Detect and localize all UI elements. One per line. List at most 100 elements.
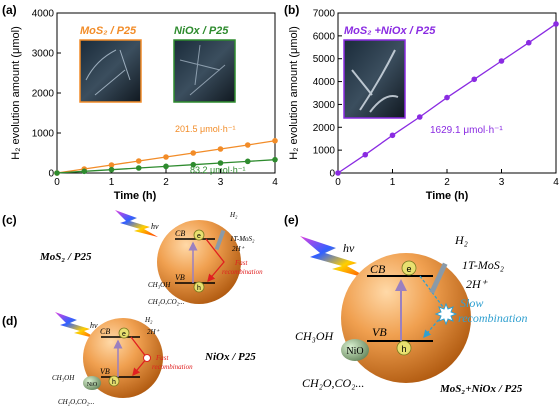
- ylabel-b: H₂ evolution amount (μmol): [288, 26, 300, 160]
- recomb-d: recombination: [152, 363, 193, 371]
- plot-b-y-tick-label: 4000: [313, 77, 336, 88]
- plot-a-data-point: [54, 170, 60, 176]
- panel-c-label: (c): [2, 213, 17, 227]
- plot-b-y-tick-label: 2000: [313, 123, 336, 134]
- vb-e: VB: [372, 325, 387, 339]
- mos2-c: 1T-MoS₂: [230, 235, 255, 243]
- plot-a-y-tick-label: 2000: [32, 89, 55, 100]
- nio-e: NiO: [346, 346, 363, 357]
- ch3oh-c: CH₃OH: [148, 281, 171, 289]
- cb-d: CB: [100, 327, 110, 336]
- plot-a-data-point: [81, 168, 88, 175]
- h-e: h: [401, 344, 406, 354]
- plot-a-data-point: [163, 163, 169, 170]
- plot-a-x-tick-label: 0: [54, 177, 60, 188]
- rate-niox: 83.2 μmol·h⁻¹: [190, 165, 245, 175]
- recomb-c: recombination: [222, 268, 263, 276]
- hole-icon-c: [193, 281, 205, 293]
- plot-b-x-tick-label: 0: [335, 177, 341, 188]
- plot-a-data-point: [217, 160, 224, 166]
- plot-a-data-point: [190, 150, 197, 156]
- plot-a: 0 1 2 3 4 0 1000 2000 3000 4000: [32, 9, 278, 189]
- combined-photo: [343, 39, 406, 119]
- e-e: e: [406, 264, 411, 274]
- title-c: MoS₂ / P25: [39, 251, 92, 263]
- electron-icon-d: [118, 327, 130, 339]
- h-d: h: [112, 379, 116, 386]
- hole-icon-d: [108, 375, 120, 387]
- panel-d: (d) hν CB VB e h H₂ 2H⁺ Fast recombinati…: [2, 312, 256, 406]
- plot-a-data-point: [163, 154, 169, 160]
- mos2-photo-bubbles: [85, 49, 131, 96]
- ylabel-a: H₂ evolution amount (μmol): [10, 26, 22, 160]
- hv-c: hν: [151, 222, 159, 231]
- recombination-arrow-c: [205, 238, 225, 282]
- p25-sphere-e: [341, 253, 471, 383]
- rate-mos2: 201.5 μmol·h⁻¹: [175, 124, 235, 134]
- slow-recombination-arrow-e: [419, 275, 447, 338]
- plot-a-y-tick-label: 1000: [32, 129, 55, 140]
- products-c: CH₂O,CO₂...: [148, 298, 185, 306]
- plot-a-y-tick-label: 3000: [32, 49, 55, 60]
- h2-c: H₂: [229, 211, 238, 219]
- plot-a-x-tick-label: 1: [109, 177, 115, 188]
- nio-particle-e: [341, 339, 369, 361]
- hplus-e: 2H⁺: [466, 277, 489, 291]
- slow-e: Slow: [460, 296, 483, 310]
- plot-a-x-tick-label: 3: [218, 177, 224, 188]
- legend-mos2: MoS₂ / P25: [80, 25, 137, 37]
- plot-b-data-point: [444, 94, 450, 101]
- light-bolt-icon: [55, 312, 98, 339]
- recombination-spark-d: [143, 354, 151, 362]
- e-c: e: [197, 233, 201, 240]
- plot-a-data-point: [190, 161, 197, 168]
- vb-c: VB: [175, 273, 185, 282]
- plot-a-data-point: [135, 158, 142, 164]
- mos2-slab-c: [214, 229, 226, 251]
- niox-photo: [173, 39, 236, 103]
- fast-c: Fast: [234, 259, 249, 267]
- panel-b: (b) MoS₂ +NiOx / P25 1629.1 μmol·h⁻¹ Tim…: [284, 3, 559, 202]
- electron-icon-c: [193, 229, 205, 241]
- h-c: h: [197, 285, 201, 292]
- plot-b-data-point: [553, 21, 559, 27]
- panel-b-label: (b): [284, 3, 299, 17]
- plot-b-y-tick-label: 1000: [313, 146, 336, 157]
- legend-combined: MoS₂ +NiOx / P25: [344, 25, 436, 37]
- plot-b-y-tick-label: 6000: [313, 31, 336, 42]
- xlabel-a: Time (h): [114, 190, 157, 202]
- plot-a-data-point: [272, 137, 278, 144]
- h2-e: H₂: [454, 233, 468, 247]
- cb-e: CB: [370, 262, 386, 276]
- plot-a-x-tick-label: 4: [272, 177, 278, 188]
- recombination-spark-e: [434, 302, 458, 326]
- plot-a-data-point: [244, 158, 251, 165]
- panel-c: (c) hν MoS₂ / P25 CB VB e h H₂ 1T-MoS₂ 2…: [2, 210, 263, 306]
- light-bolt-icon: [300, 236, 370, 279]
- combined-photo-bubbles: [351, 49, 399, 113]
- hole-icon-e: [396, 340, 412, 356]
- legend-niox: NiOx / P25: [174, 25, 229, 37]
- vb-d: VB: [100, 367, 110, 376]
- nio-particle-d: [83, 376, 101, 390]
- niox-photo-bubbles: [179, 44, 226, 96]
- recomb-e: recombination: [458, 311, 528, 325]
- rate-combined: 1629.1 μmol·h⁻¹: [430, 125, 503, 136]
- plot-b-y-tick-label: 3000: [313, 100, 336, 111]
- xlabel-b: Time (h): [426, 190, 469, 202]
- fast-d: Fast: [155, 354, 170, 362]
- plot-a-data-point: [272, 156, 278, 163]
- ch3oh-d: CH₃OH: [52, 374, 75, 382]
- plot-b-x-tick-label: 3: [499, 177, 505, 188]
- mos2-e: 1T-MoS₂: [462, 258, 504, 272]
- panel-a-label: (a): [2, 3, 17, 17]
- products-e: CH₂O,CO₂...: [302, 376, 364, 390]
- plot-a-data-point: [244, 142, 251, 148]
- light-bolt-icon: [115, 210, 158, 237]
- plot-a-data-point: [217, 146, 224, 152]
- products-d: CH₂O,CO₂...: [58, 398, 95, 406]
- plot-a-y-tick-label: 4000: [32, 9, 55, 20]
- plot-a-y-tick-label: 0: [48, 169, 54, 180]
- mos2-slab-e: [429, 262, 448, 294]
